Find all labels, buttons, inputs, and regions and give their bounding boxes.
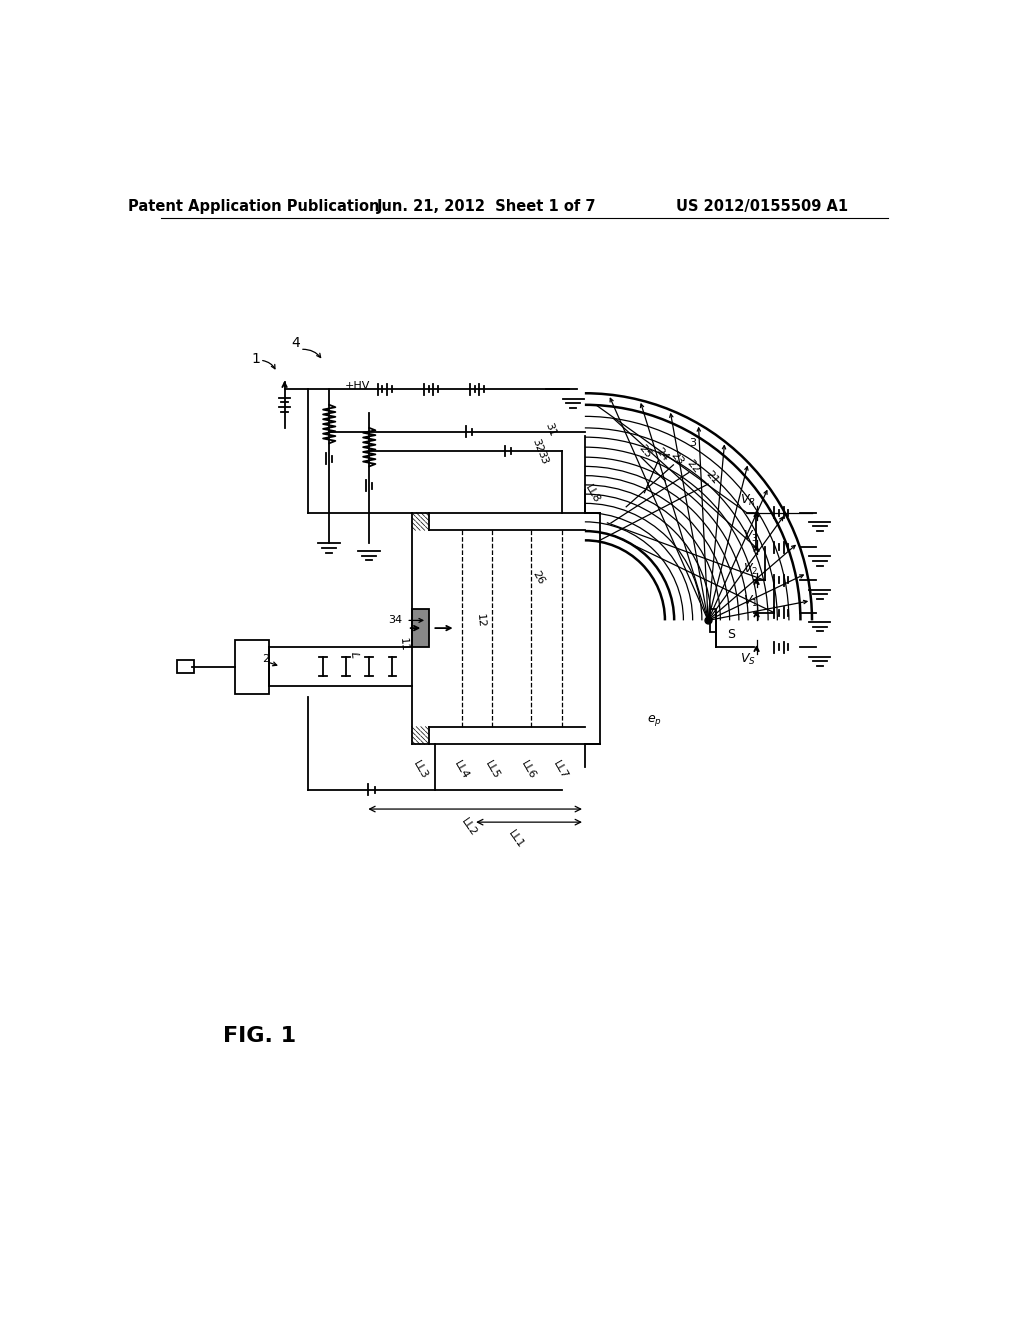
Bar (710, 609, 716, 632)
Bar (234, 640, 269, 693)
Text: 24: 24 (653, 446, 671, 463)
Text: 1: 1 (252, 351, 260, 366)
Text: LL2: LL2 (460, 817, 479, 838)
Text: 32: 32 (530, 437, 544, 454)
Text: $V_S$: $V_S$ (740, 652, 756, 667)
Text: $e_p$: $e_p$ (647, 713, 662, 729)
Text: LL5: LL5 (483, 759, 502, 781)
Text: 33: 33 (536, 449, 550, 466)
Text: 3: 3 (689, 438, 696, 449)
Text: $V_R$: $V_R$ (740, 492, 756, 508)
Text: LL4: LL4 (453, 759, 471, 781)
Text: 31: 31 (543, 421, 557, 438)
Text: +HV: +HV (345, 380, 371, 391)
Text: L: L (348, 652, 359, 659)
Text: FIG. 1: FIG. 1 (223, 1026, 296, 1047)
Text: LL7: LL7 (551, 759, 569, 781)
Text: 11: 11 (398, 638, 410, 652)
Text: US 2012/0155509 A1: US 2012/0155509 A1 (676, 198, 848, 214)
Text: Jun. 21, 2012  Sheet 1 of 7: Jun. 21, 2012 Sheet 1 of 7 (377, 198, 596, 214)
Text: 21: 21 (703, 470, 720, 487)
Text: LL6: LL6 (519, 759, 538, 781)
Text: LL8: LL8 (584, 483, 602, 506)
Bar (412, 609, 429, 647)
Text: $V_3$: $V_3$ (742, 529, 758, 544)
Text: 25: 25 (637, 442, 653, 459)
Text: 12: 12 (475, 612, 486, 628)
Bar (177, 660, 194, 673)
Text: 34: 34 (388, 615, 402, 626)
Text: LL3: LL3 (411, 759, 429, 781)
Text: 22: 22 (684, 458, 701, 475)
Text: LL1: LL1 (506, 829, 525, 850)
Text: 23: 23 (669, 450, 686, 467)
Text: $V_2$: $V_2$ (742, 562, 758, 577)
Text: S: S (727, 628, 735, 640)
Text: 4: 4 (292, 337, 300, 350)
Text: Patent Application Publication: Patent Application Publication (128, 198, 380, 214)
Text: $V_1$: $V_1$ (742, 594, 758, 610)
Text: 2: 2 (262, 653, 269, 664)
Text: 26: 26 (530, 569, 547, 586)
